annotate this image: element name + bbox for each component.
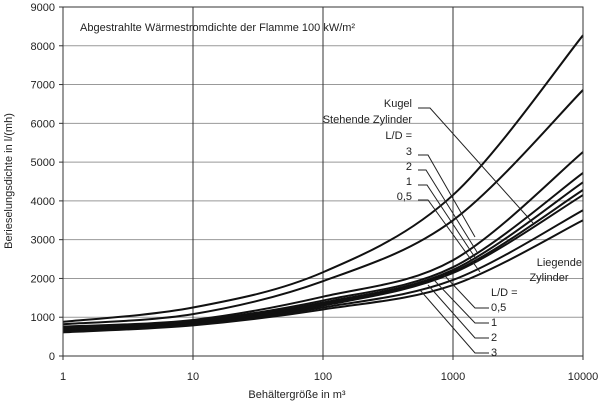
y-tick-label: 9000 <box>31 2 55 14</box>
label-liegende-zylinder: Zylinder <box>529 272 568 284</box>
x-tick-label: 1 <box>60 371 66 383</box>
y-tick-label: 5000 <box>31 157 55 169</box>
label-stehende-zylinder: Stehende Zylinder <box>323 114 413 126</box>
annotations-stehend: Kugel Stehende Zylinder L/D = 3 2 1 0,5 <box>323 98 413 203</box>
label-liegende-05: 0,5 <box>491 302 506 314</box>
leader-lines-stehend <box>418 107 534 273</box>
label-stehende-1: 1 <box>406 176 412 188</box>
y-tick-label: 8000 <box>31 41 55 53</box>
x-tick-label: 1000 <box>441 371 465 383</box>
leader-liegende-3 <box>419 289 489 354</box>
leader-kugel <box>418 107 534 224</box>
y-tick-label: 3000 <box>31 235 55 247</box>
leader-stehende-2 <box>418 169 478 253</box>
x-tick-label: 10000 <box>568 371 599 383</box>
series-line-9 <box>62 219 584 334</box>
leader-stehende-1 <box>418 184 479 263</box>
y-tick-label: 1000 <box>31 312 55 324</box>
leader-liegende-2 <box>427 284 489 339</box>
leader-stehende-3 <box>418 154 476 238</box>
y-tick-label: 0 <box>49 351 55 363</box>
annotations-liegend: Liegende Zylinder L/D = 0,5 1 2 3 <box>491 257 582 359</box>
y-tick-label: 2000 <box>31 273 55 285</box>
series-line-1 <box>62 34 584 323</box>
y-axis-label: Berieselungsdichte in l/(mh) <box>3 113 15 249</box>
leader-liegende-05 <box>443 274 489 309</box>
label-liegende-3: 3 <box>491 347 497 359</box>
label-liegende-1: 1 <box>491 317 497 329</box>
x-tick-label: 100 <box>314 371 332 383</box>
label-stehende-05: 0,5 <box>397 191 412 203</box>
label-stehende-2: 2 <box>406 161 412 173</box>
x-tick-label: 10 <box>187 371 199 383</box>
plot-frame <box>62 6 584 357</box>
label-liegende-2: 2 <box>491 332 497 344</box>
series-line-4 <box>62 172 584 330</box>
label-stehende-ld: L/D = <box>385 130 412 142</box>
leader-stehende-05 <box>418 199 481 273</box>
label-stehende-3: 3 <box>406 146 412 158</box>
y-tick-label: 6000 <box>31 118 55 130</box>
chart-title: Abgestrahlte Wärmestromdichte der Flamme… <box>80 22 355 34</box>
x-axis-label: Behältergröße in m³ <box>248 389 346 401</box>
label-liegende: Liegende <box>537 257 582 269</box>
y-tick-label: 7000 <box>31 80 55 92</box>
leader-liegende-1 <box>433 279 489 324</box>
label-kugel: Kugel <box>384 98 412 110</box>
label-liegende-ld: L/D = <box>491 287 518 299</box>
y-tick-label: 4000 <box>31 196 55 208</box>
series-line-2 <box>62 89 584 326</box>
leader-lines-liegend <box>419 274 489 354</box>
